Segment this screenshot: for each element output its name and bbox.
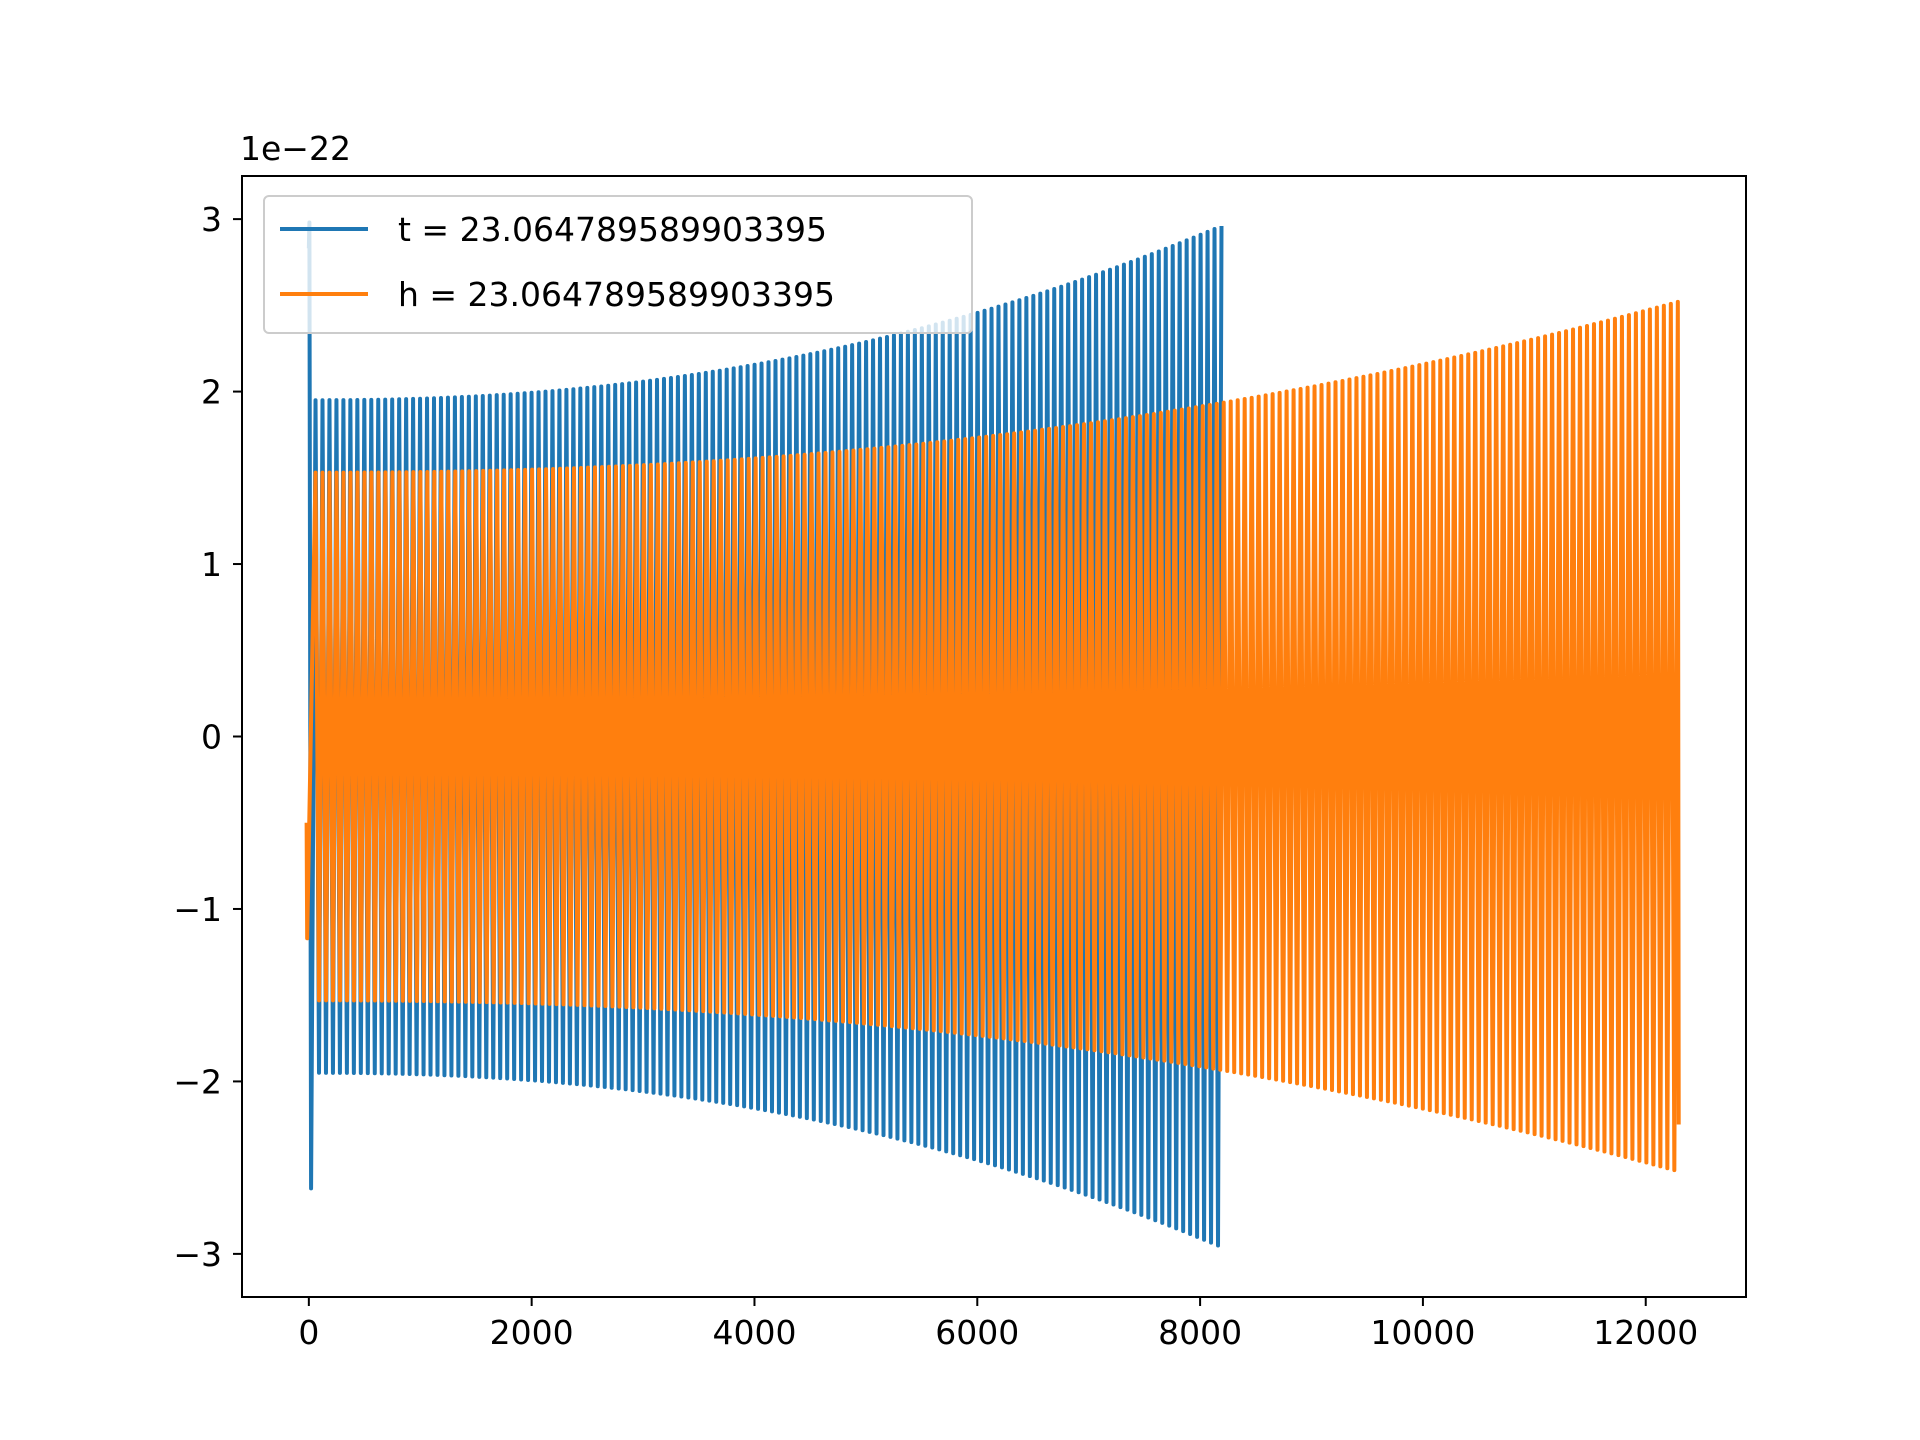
y-tick-label: −2 bbox=[173, 1062, 222, 1101]
y-tick-label: −3 bbox=[173, 1235, 222, 1274]
y-tick-label: 1 bbox=[201, 545, 222, 584]
x-tick-label: 2000 bbox=[490, 1313, 574, 1352]
y-tick-label: 3 bbox=[201, 200, 222, 239]
x-tick-label: 8000 bbox=[1158, 1313, 1242, 1352]
x-tick-label: 0 bbox=[298, 1313, 319, 1352]
x-tick-label: 6000 bbox=[935, 1313, 1019, 1352]
legend-label-h: h = 23.064789589903395 bbox=[398, 275, 835, 314]
axis-ticks: 0 2000 4000 6000 8000 10000 12000 −3 −2 −1 0 1 2 3 bbox=[173, 175, 1747, 1352]
x-tick-label: 10000 bbox=[1370, 1313, 1475, 1352]
series-line-1 bbox=[304, 299, 1681, 1173]
y-tick-label: 2 bbox=[201, 373, 222, 412]
y-tick-label: 0 bbox=[201, 718, 222, 757]
x-tick-label: 12000 bbox=[1593, 1313, 1698, 1352]
y-tick-label: −1 bbox=[173, 890, 222, 929]
legend-label-t: t = 23.064789589903395 bbox=[398, 210, 827, 249]
x-tick-label: 4000 bbox=[712, 1313, 796, 1352]
legend: t = 23.064789589903395 h = 23.0647895899… bbox=[263, 195, 973, 334]
plot-area bbox=[304, 220, 1681, 1248]
legend-box bbox=[263, 195, 973, 334]
y-axis-offset-label: 1e−22 bbox=[240, 129, 351, 168]
